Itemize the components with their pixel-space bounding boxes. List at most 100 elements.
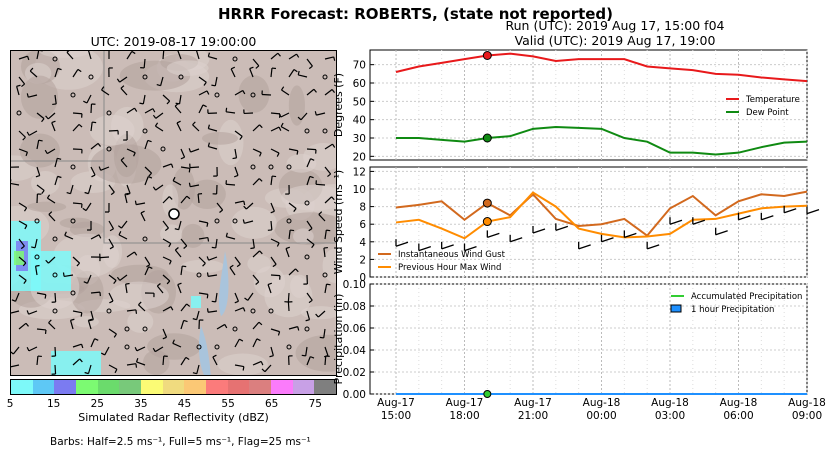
terrain-shade [281,184,336,211]
terrain-shade [286,153,317,173]
wind-barb [36,51,40,60]
wind-barb [36,112,45,120]
y-tick-label: 20 [353,151,366,163]
wind-barb-tick [135,363,138,368]
wind-barb [34,266,38,276]
wind-barb [144,166,152,174]
wind-barb-tick [236,263,241,268]
colorbar-swatch [119,380,142,394]
calm-wind-marker [250,308,256,314]
wind-barb-tick [52,103,57,106]
wind-barb [69,184,74,194]
wind-barb-tick [290,229,295,232]
colorbar-ticks: 5 15 25 35 45 55 65 75 [0,398,350,412]
wind-barb-tick [126,192,131,196]
wind-barb-tick [206,90,210,95]
wind-barb [172,180,182,186]
wind-barb-tick [91,174,96,178]
wind-barb-tick [192,372,197,375]
colorbar-swatch [314,380,337,394]
colorbar-swatch [292,380,315,394]
wind-barb-tick [44,149,48,154]
wind-barb [244,220,254,224]
wind-barb [18,202,27,209]
wind-barb-tick [230,66,236,70]
wind-barb [72,202,83,205]
wind-barb-tick [203,81,207,86]
wind-barb [162,328,168,338]
current-time-marker [483,390,492,398]
wind-barb [18,130,26,138]
calm-wind-marker [214,92,220,98]
wind-barb [738,215,751,221]
calm-wind-marker [268,164,274,170]
wind-barb-tick [57,175,62,179]
wind-barb-tick [148,176,153,179]
legend-label: 1 hour Precipitation [691,305,774,315]
wind-barb [190,148,200,153]
radar-echo [31,251,71,291]
wind-barb-tick [66,191,71,195]
wind-barb [155,112,164,119]
wind-barb [12,346,20,355]
calm-wind-marker [286,218,292,224]
wind-barb-tick [120,85,125,89]
wind-barb [90,291,101,294]
calm-wind-marker [286,344,292,350]
calm-wind-marker [322,74,328,80]
wind-barb-tick [176,120,181,124]
x-tick-label: Aug-18 [720,397,758,409]
wind-barb-tick [20,245,25,250]
wind-barb-tick [301,354,306,357]
wind-barb [198,76,207,83]
wind-barb [316,112,326,116]
colorbar-label: Simulated Radar Reflectivity (dBZ) [78,411,269,424]
wind-barb [315,183,326,186]
wind-barb-tick [170,306,174,311]
wind-barb [64,234,74,240]
wind-barb-tick [22,262,27,267]
lake [218,251,229,316]
plot-frame [369,166,808,278]
calm-wind-marker [250,92,256,98]
wind-barb [234,130,243,137]
x-tick-label: Aug-17 [446,397,484,409]
wind-barb-tick [134,200,137,205]
wind-barb [532,228,546,234]
wind-barb-tick [168,260,172,265]
wind-barb [120,159,128,168]
wind-barb [180,195,188,204]
wind-barb-tick [259,124,263,129]
wind-barb-tick [269,355,274,358]
y-tick-label: 6 [359,219,366,231]
series-line [396,125,808,156]
calm-wind-marker [304,200,310,206]
colorbar-tick-label: 5 [6,398,14,410]
wind-barb [305,346,308,356]
wind-barb-tick [23,207,28,212]
wind-barb-tick [258,178,263,182]
wind-barb [72,358,81,366]
wind-barb [306,356,311,366]
wind-barb [100,166,110,171]
map-title: UTC: 2019-08-17 19:00:00 [90,34,257,49]
legend: Instantaneous Wind Gust Previous Hour Max… [378,250,506,273]
wind-barb [54,364,57,375]
wind-barb [646,244,660,250]
wind-barb-tick [207,237,210,242]
wind-barb [162,274,171,282]
wind-barb [54,176,59,186]
wind-barb-tick [174,247,179,251]
wind-barb-tick [234,300,239,304]
wind-barb [162,256,172,262]
calm-wind-marker [70,92,76,98]
calm-wind-marker [70,164,76,170]
wind-barb-tick [331,196,335,201]
wind-barb-tick [174,103,179,107]
wind-barb-tick [206,294,209,299]
wind-barb [215,292,218,302]
wind-barb-tick [134,346,138,352]
wind-barb [48,256,56,264]
wind-barb [323,247,326,258]
colorbar-tick-label: 45 [177,398,192,410]
